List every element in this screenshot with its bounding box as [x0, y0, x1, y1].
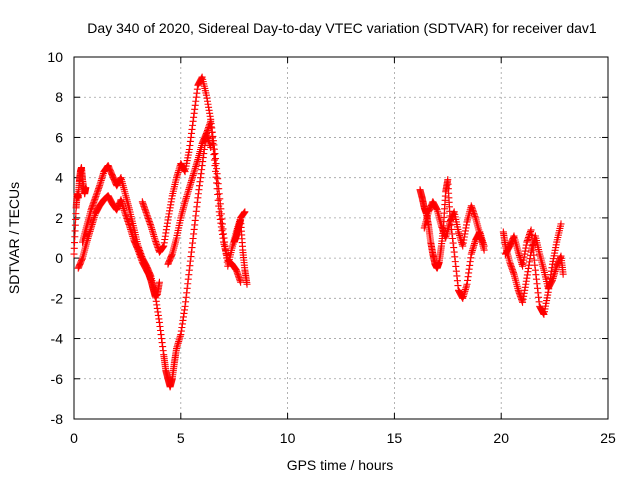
x-tick-label: 15: [387, 430, 403, 446]
series-track-h: [420, 198, 488, 254]
data-point: [557, 220, 565, 228]
y-tick-label: 4: [55, 170, 63, 186]
x-tick-label: 5: [177, 430, 185, 446]
y-tick-label: -8: [51, 411, 64, 427]
series-track-g: [416, 176, 488, 302]
y-tick-label: 0: [55, 250, 63, 266]
series-track-a: [70, 164, 90, 258]
series-track-b: [74, 192, 163, 300]
x-tick-label: 0: [70, 430, 78, 446]
y-tick-label: 2: [55, 210, 63, 226]
data-point: [559, 270, 567, 278]
data-point: [82, 184, 90, 192]
data-point: [243, 280, 251, 288]
data-point: [241, 208, 249, 216]
x-axis-label: GPS time / hours: [287, 457, 394, 473]
series-track-f: [230, 216, 251, 288]
data-point: [207, 144, 215, 151]
x-tick-label: 10: [280, 430, 296, 446]
series-track-i: [499, 228, 567, 306]
data-point: [480, 246, 488, 254]
x-tick-label: 25: [600, 430, 616, 446]
y-tick-label: 10: [47, 49, 63, 65]
y-axis-label: SDTVAR / TECUs: [6, 182, 22, 294]
data-point: [155, 278, 163, 286]
plot-frame: [73, 56, 609, 420]
y-tick-label: 6: [55, 129, 63, 145]
y-tick-label: -6: [51, 371, 64, 387]
axis-ticks: 0 5 10 15 20 25 -8 -6 -4 -2 0 2 4 6 8 10: [47, 49, 616, 446]
data-point: [237, 278, 245, 286]
y-tick-label: -4: [51, 331, 64, 347]
data-markers: [70, 73, 567, 391]
series-track-j: [501, 220, 565, 318]
series-track-c: [79, 117, 245, 391]
y-tick-label: -2: [51, 290, 64, 306]
y-tick-label: 8: [55, 89, 63, 105]
chart-title: Day 340 of 2020, Sidereal Day-to-day VTE…: [87, 20, 597, 36]
x-tick-label: 20: [493, 430, 509, 446]
series-track-e: [164, 129, 215, 268]
